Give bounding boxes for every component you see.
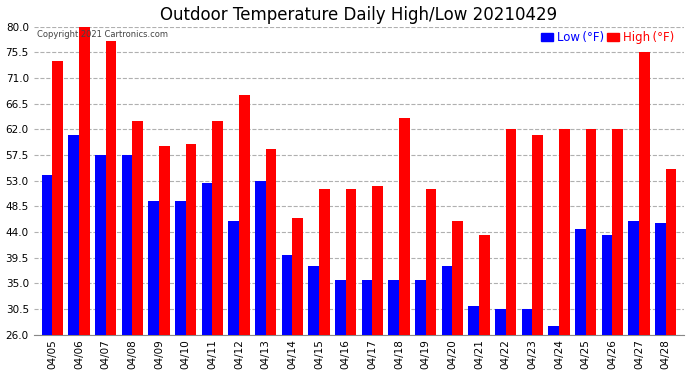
Bar xyxy=(362,280,373,335)
Bar xyxy=(95,155,106,335)
Bar xyxy=(213,121,223,335)
Bar xyxy=(586,129,596,335)
Bar xyxy=(522,309,533,335)
Legend: Low (°F), High (°F): Low (°F), High (°F) xyxy=(537,26,678,49)
Bar xyxy=(319,189,330,335)
Bar xyxy=(79,27,90,335)
Bar xyxy=(559,129,570,335)
Bar xyxy=(255,181,266,335)
Bar xyxy=(549,326,559,335)
Bar xyxy=(453,220,463,335)
Bar xyxy=(442,266,453,335)
Bar xyxy=(201,183,213,335)
Bar xyxy=(426,189,436,335)
Bar xyxy=(346,189,357,335)
Bar xyxy=(629,220,639,335)
Bar xyxy=(132,121,143,335)
Bar xyxy=(175,201,186,335)
Bar xyxy=(41,175,52,335)
Bar xyxy=(373,186,383,335)
Bar xyxy=(228,220,239,335)
Bar xyxy=(506,129,516,335)
Bar xyxy=(575,229,586,335)
Bar xyxy=(282,255,293,335)
Bar xyxy=(399,118,410,335)
Bar xyxy=(266,149,277,335)
Bar xyxy=(666,169,676,335)
Bar xyxy=(52,61,63,335)
Bar xyxy=(68,135,79,335)
Bar xyxy=(639,52,650,335)
Bar xyxy=(469,306,479,335)
Text: Copyright 2021 Cartronics.com: Copyright 2021 Cartronics.com xyxy=(37,30,168,39)
Bar xyxy=(293,218,303,335)
Bar xyxy=(533,135,543,335)
Bar xyxy=(186,144,197,335)
Bar xyxy=(602,235,613,335)
Bar xyxy=(159,146,170,335)
Bar xyxy=(148,201,159,335)
Bar xyxy=(388,280,399,335)
Bar xyxy=(121,155,132,335)
Bar xyxy=(479,235,490,335)
Title: Outdoor Temperature Daily High/Low 20210429: Outdoor Temperature Daily High/Low 20210… xyxy=(161,6,558,24)
Bar xyxy=(308,266,319,335)
Bar xyxy=(613,129,623,335)
Bar xyxy=(239,95,250,335)
Bar xyxy=(655,224,666,335)
Bar xyxy=(106,41,117,335)
Bar xyxy=(335,280,346,335)
Bar xyxy=(415,280,426,335)
Bar xyxy=(495,309,506,335)
